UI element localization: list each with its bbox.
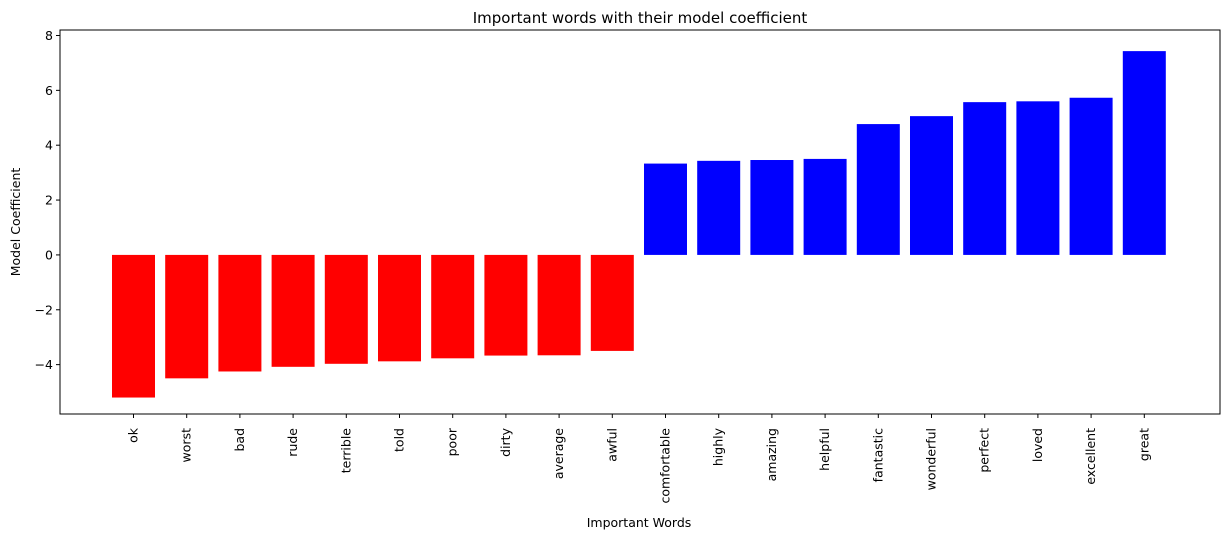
x-tick-label: ok (126, 427, 141, 443)
y-axis-ticks: −4 −2 0 2 4 6 8 (35, 28, 60, 372)
bar-terrible (324, 254, 368, 364)
bar-wonderful (910, 116, 953, 255)
bar-fantastic (856, 124, 900, 255)
x-axis-label: Important Words (587, 515, 692, 530)
x-tick-label: average (551, 428, 566, 479)
x-tick-label: terrible (338, 428, 353, 474)
bar-ok (112, 254, 155, 398)
y-tick-label: 0 (45, 247, 53, 262)
bar-comfortable (644, 163, 687, 255)
x-tick-label: perfect (977, 428, 992, 473)
y-tick-label: −2 (35, 302, 53, 317)
bar-bad (218, 254, 262, 372)
y-tick-label: 6 (45, 83, 53, 98)
chart-title: Important words with their model coeffic… (473, 9, 808, 27)
x-tick-label: excellent (1083, 428, 1098, 485)
y-tick-label: 4 (45, 138, 53, 153)
y-tick-label: −4 (35, 357, 53, 372)
x-tick-label: highly (711, 427, 726, 466)
bar-perfect (963, 102, 1007, 255)
bar-average (537, 254, 581, 356)
x-tick-label: great (1136, 428, 1151, 461)
x-tick-label: comfortable (658, 428, 673, 504)
x-tick-label: amazing (764, 428, 779, 481)
x-tick-label: poor (445, 427, 460, 456)
bar-highly (697, 160, 741, 255)
bar-poor (431, 254, 475, 359)
bar-dirty (484, 254, 528, 356)
bar-helpful (803, 158, 847, 255)
x-tick-label: bad (232, 428, 247, 452)
bar-loved (1016, 101, 1060, 255)
bar-rude (271, 254, 315, 367)
bar-awful (590, 254, 634, 351)
x-tick-label: worst (179, 428, 194, 463)
x-tick-label: dirty (498, 427, 513, 456)
bar-great (1122, 51, 1166, 255)
x-tick-label: loved (1030, 428, 1045, 462)
bar-worst (165, 254, 209, 379)
y-tick-label: 2 (45, 193, 53, 208)
y-tick-label: 8 (45, 28, 53, 43)
bar-excellent (1069, 97, 1113, 255)
x-tick-label: helpful (817, 428, 832, 471)
bar-told (378, 254, 421, 362)
axes-frame (59, 29, 1221, 415)
x-tick-label: rude (285, 428, 300, 457)
x-tick-label: fantastic (870, 428, 885, 482)
x-tick-label: wonderful (924, 428, 939, 490)
y-axis-label: Model Coefficient (8, 168, 23, 277)
x-tick-label: told (392, 428, 407, 452)
x-tick-label: awful (604, 428, 619, 462)
bar-amazing (750, 160, 794, 255)
x-axis-ticks: ok worst bad rude terrible told poor dirty avera… (126, 414, 1151, 504)
bars-layer (112, 51, 1166, 398)
